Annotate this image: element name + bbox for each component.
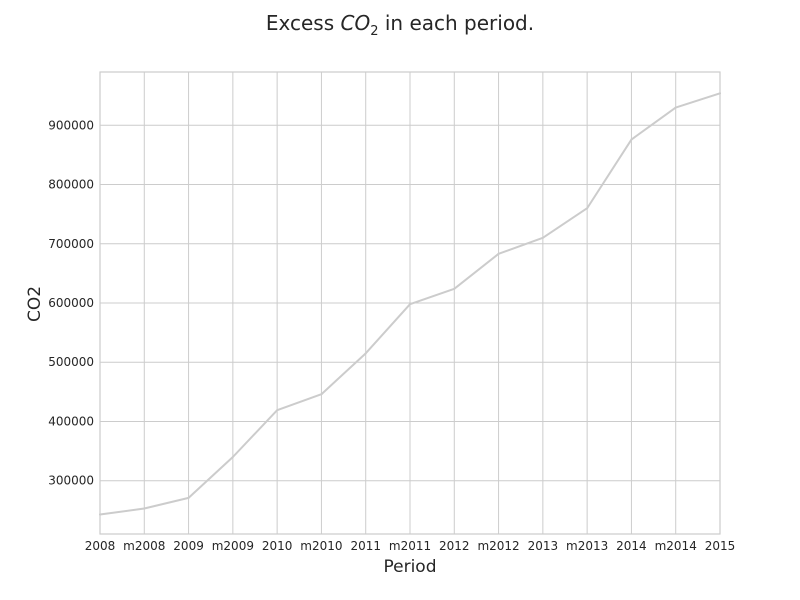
x-tick-label: m2012	[477, 539, 519, 553]
chart-title-after: in each period.	[379, 11, 535, 35]
data-point	[187, 496, 190, 499]
data-point	[719, 92, 721, 95]
y-tick-labels: 300000 400000 500000 600000 700000 800000 9000…	[48, 118, 94, 487]
x-tick-label: m2011	[389, 539, 431, 553]
x-axis-label: Period	[383, 557, 436, 577]
series-layer	[99, 92, 721, 516]
data-point	[320, 393, 323, 396]
x-tick-labels: 2008 m2008 2009 m2009 2010 m2010 2011 m2011 2012…	[85, 539, 736, 553]
data-point	[364, 352, 367, 355]
x-tick-label: 2011	[350, 539, 381, 553]
y-tick-label: 500000	[48, 355, 94, 369]
data-point	[99, 513, 101, 516]
x-tick-label: m2014	[655, 539, 697, 553]
data-point	[497, 252, 500, 255]
x-tick-label: 2013	[528, 539, 559, 553]
data-point	[541, 236, 544, 239]
x-tick-label: m2010	[300, 539, 342, 553]
x-tick-label: 2012	[439, 539, 470, 553]
y-tick-label: 700000	[48, 237, 94, 251]
chart-title-before: Excess	[266, 11, 341, 35]
y-tick-label: 900000	[48, 118, 94, 132]
y-tick-label: 300000	[48, 474, 94, 488]
data-point	[409, 303, 411, 306]
data-point	[231, 456, 234, 458]
data-point	[143, 507, 146, 510]
x-tick-label: 2010	[262, 539, 293, 553]
data-point	[276, 409, 279, 412]
y-tick-label: 800000	[48, 178, 94, 192]
grid-layer	[99, 72, 721, 534]
y-tick-label: 400000	[48, 414, 94, 428]
data-point	[630, 138, 633, 141]
x-tick-label: 2008	[85, 539, 116, 553]
x-tick-label: m2009	[212, 539, 254, 553]
chart-title: Excess CO2 in each period.	[266, 11, 534, 39]
y-axis-label: CO2	[25, 286, 45, 322]
y-tick-label: 600000	[48, 296, 94, 310]
x-tick-label: 2014	[616, 539, 647, 553]
x-tick-label: m2013	[566, 539, 608, 553]
x-tick-label: m2008	[123, 539, 165, 553]
x-tick-label: 2015	[705, 539, 736, 553]
x-tick-label: 2009	[173, 539, 204, 553]
data-point	[586, 207, 589, 210]
plot-frame	[99, 71, 721, 535]
data-point	[674, 106, 677, 109]
data-point	[453, 287, 456, 290]
chart-title-math: CO	[341, 11, 371, 35]
chart-title-subscript: 2	[370, 24, 378, 39]
